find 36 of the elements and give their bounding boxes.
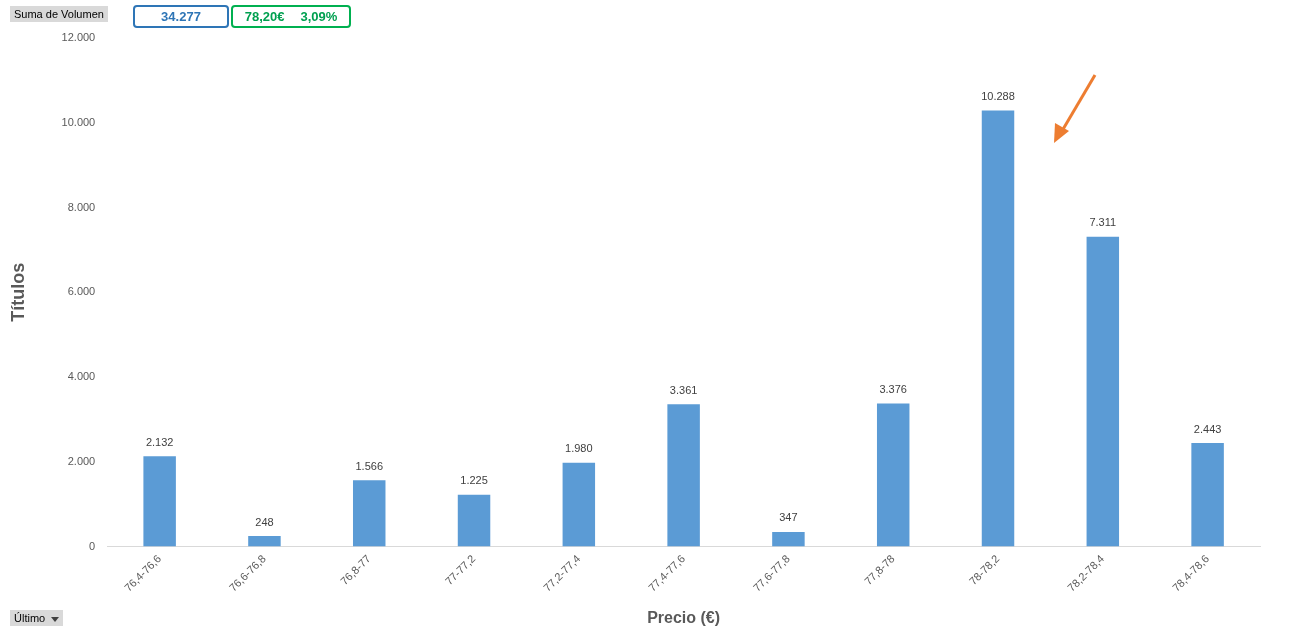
y-tick-label: 2.000 <box>67 454 96 467</box>
data-label: 7.311 <box>1089 216 1117 229</box>
data-label: 3.376 <box>879 383 907 396</box>
bar <box>248 536 281 547</box>
bar <box>1086 236 1120 547</box>
data-label: 1.980 <box>565 442 593 455</box>
text: 34.277 <box>133 5 229 28</box>
text: Suma de Volumen <box>10 6 108 22</box>
data-label: 347 <box>779 511 798 524</box>
bar <box>772 531 805 547</box>
data-label: 2.443 <box>1193 422 1222 435</box>
y-axis-title: Títulos <box>7 262 28 322</box>
y-tick-label: 10.000 <box>61 115 96 128</box>
y-tick-label: 12.000 <box>61 31 96 44</box>
bar <box>667 404 700 547</box>
data-label: 2.132 <box>145 435 174 448</box>
bar <box>143 456 176 547</box>
bar <box>1191 443 1224 547</box>
bar <box>352 480 386 547</box>
text: Último <box>14 612 46 624</box>
x-axis-title: Precio (€) <box>647 608 721 626</box>
data-label: 248 <box>255 515 274 528</box>
data-label: 1.225 <box>460 474 488 487</box>
text: 78,20€ <box>244 9 285 24</box>
y-tick-label: 6.000 <box>67 285 96 298</box>
bar <box>876 403 910 547</box>
text: 3,09% <box>300 9 338 24</box>
bar <box>562 462 596 547</box>
data-label: 3.361 <box>669 383 698 396</box>
y-tick-label: 0 <box>89 539 96 552</box>
y-tick-label: 8.000 <box>67 200 96 213</box>
data-label: 10.288 <box>981 90 1015 103</box>
bar <box>981 110 1015 547</box>
data-label: 1.566 <box>355 459 383 472</box>
bar <box>457 494 491 547</box>
y-tick-label: 4.000 <box>67 370 96 383</box>
